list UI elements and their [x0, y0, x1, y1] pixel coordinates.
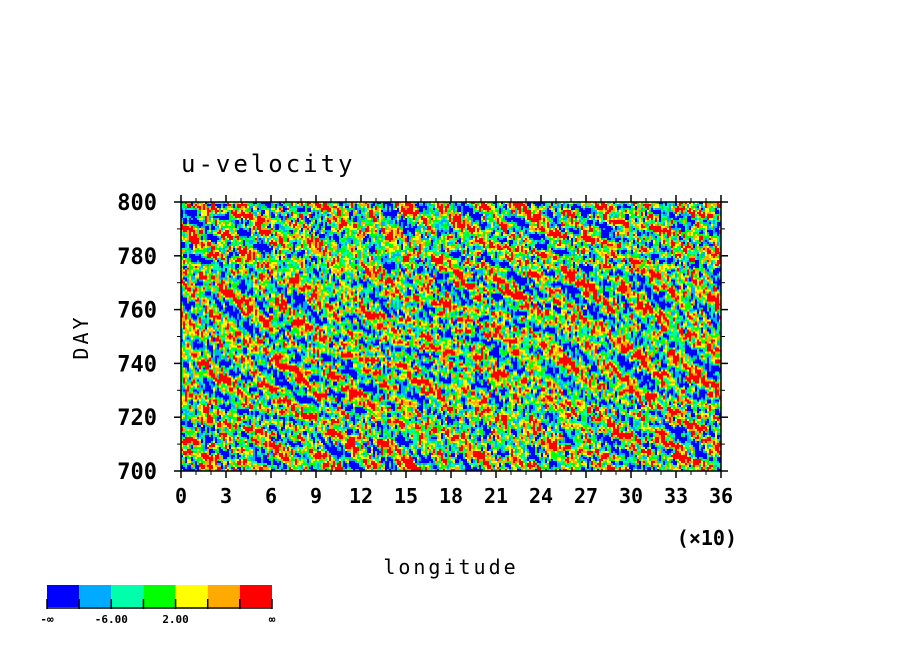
x-tick-label: 15	[394, 484, 418, 508]
colorbar-swatch	[143, 585, 176, 607]
y-axis-label: DAY	[69, 314, 93, 359]
x-axis-label: longitude	[383, 555, 518, 579]
colorbar-swatch	[111, 585, 144, 607]
colorbar-label: ∞	[269, 613, 276, 626]
colorbar-label: -∞	[40, 613, 54, 626]
x-tick-label: 36	[709, 484, 733, 508]
y-tick-label: 700	[117, 460, 157, 485]
colorbar-label: 2.00	[162, 613, 189, 626]
x-tick-label: 21	[484, 484, 508, 508]
colorbar-swatch	[47, 585, 80, 607]
x-tick-label: 3	[220, 484, 232, 508]
x-tick-label: 6	[265, 484, 277, 508]
x-tick-label: 0	[175, 484, 187, 508]
plot-frame	[180, 201, 722, 472]
y-tick-label: 720	[117, 406, 157, 431]
x-tick-label: 12	[349, 484, 373, 508]
x-tick-label: 9	[310, 484, 322, 508]
x-scale-note: (×10)	[677, 526, 737, 550]
x-tick-label: 30	[619, 484, 643, 508]
y-tick-label: 760	[117, 299, 157, 324]
y-tick-label: 740	[117, 352, 157, 377]
x-tick-label: 18	[439, 484, 463, 508]
colorbar-swatch	[239, 585, 272, 607]
chart-title: u-velocity	[181, 150, 356, 178]
y-tick-label: 780	[117, 245, 157, 270]
x-tick-label: 33	[664, 484, 688, 508]
colorbar-swatch	[207, 585, 240, 607]
colorbar-swatch	[175, 585, 208, 607]
x-tick-label: 27	[574, 484, 598, 508]
x-tick-label: 24	[529, 484, 553, 508]
y-tick-label: 800	[117, 191, 157, 216]
heatmap-field	[181, 202, 721, 471]
colorbar-label: -6.00	[95, 613, 128, 626]
colorbar-swatch	[79, 585, 112, 607]
